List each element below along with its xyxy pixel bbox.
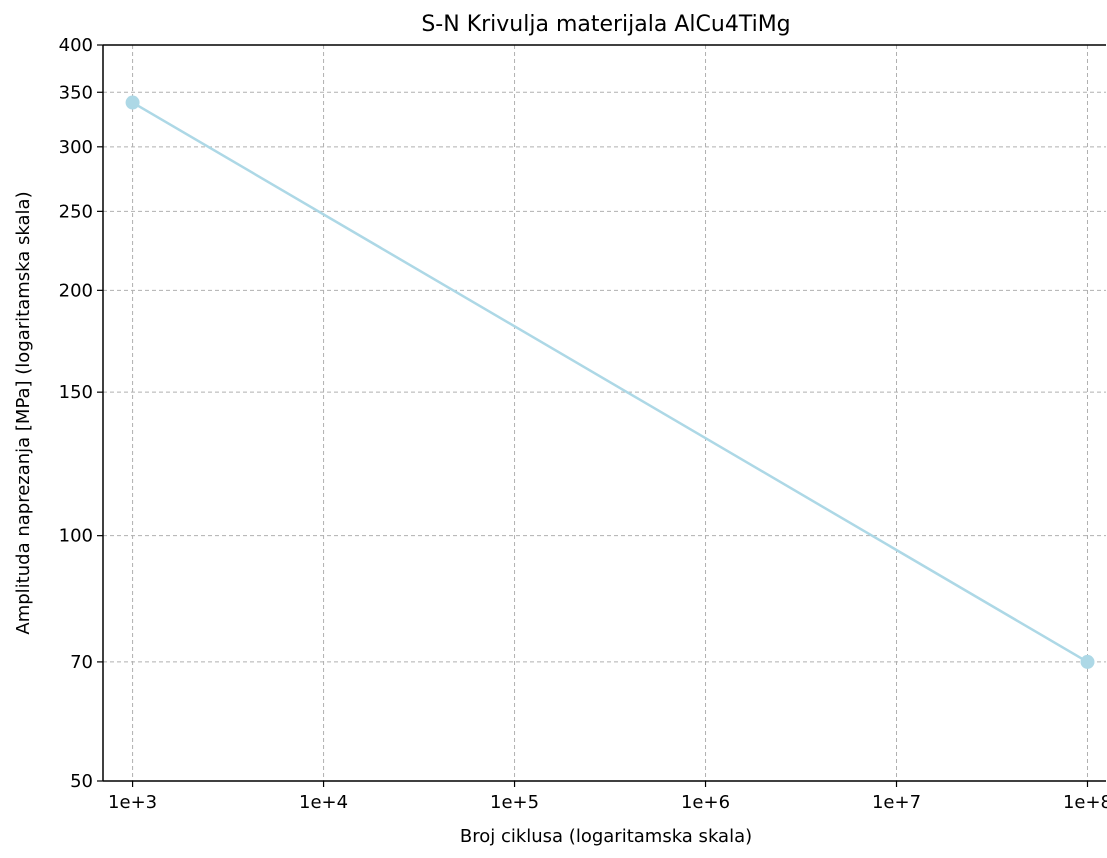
- grid-lines: [103, 44, 1106, 782]
- y-tick-label: 50: [70, 771, 93, 792]
- x-tick-label: 1e+6: [681, 792, 730, 813]
- y-tick-label: 250: [59, 201, 93, 222]
- y-tick-label: 100: [59, 526, 93, 547]
- y-tick-label: 400: [59, 35, 93, 56]
- y-tick-label: 300: [59, 137, 93, 158]
- series-line: [131, 101, 1089, 663]
- series-layer: [125, 95, 1095, 669]
- tick-layer: 1e+3 1e+4 1e+5 1e+6 1e+7 1e+8 50 70 100 150 200 250…: [59, 35, 1107, 813]
- data-point: [1080, 654, 1095, 669]
- y-tick-label: 350: [59, 82, 93, 103]
- x-tick-label: 1e+5: [490, 792, 539, 813]
- x-axis-label: Broj ciklusa (logaritamska skala): [460, 826, 752, 847]
- y-axis-label: Amplituda naprezanja [MPa] (logaritamska…: [13, 191, 34, 634]
- y-tick-label: 150: [59, 382, 93, 403]
- y-tick-label: 70: [70, 652, 93, 673]
- axes-frame: [102, 44, 1106, 782]
- y-tick-label: 200: [59, 280, 93, 301]
- x-tick-label: 1e+4: [299, 792, 348, 813]
- data-point: [125, 95, 140, 110]
- x-tick-label: 1e+8: [1063, 792, 1107, 813]
- x-tick-label: 1e+3: [108, 792, 157, 813]
- x-tick-label: 1e+7: [872, 792, 921, 813]
- chart-title: S-N Krivulja materijala AlCu4TiMg: [421, 12, 790, 37]
